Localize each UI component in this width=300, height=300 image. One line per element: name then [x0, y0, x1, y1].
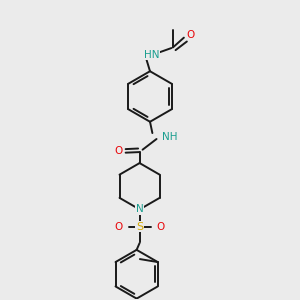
Text: HN: HN — [144, 50, 159, 60]
Text: O: O — [156, 222, 164, 232]
Text: S: S — [136, 222, 143, 232]
Text: NH: NH — [162, 132, 177, 142]
Text: O: O — [115, 222, 123, 232]
Text: O: O — [187, 30, 195, 40]
Text: O: O — [115, 146, 123, 156]
Text: N: N — [136, 204, 143, 214]
